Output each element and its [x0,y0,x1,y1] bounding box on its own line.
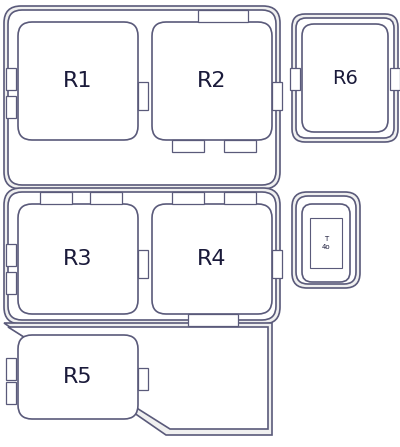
Bar [90,192,122,204]
Bar [6,272,16,294]
FancyBboxPatch shape [292,192,360,288]
Bar [40,192,72,204]
Text: R2: R2 [197,71,227,91]
Polygon shape [4,323,272,435]
Bar [6,382,16,404]
FancyBboxPatch shape [296,18,394,138]
Bar [6,358,16,380]
Bar [390,68,400,90]
Bar [138,82,148,110]
Bar [138,250,148,278]
Bar [224,192,256,204]
Text: R3: R3 [63,249,93,269]
Bar [198,10,248,22]
FancyBboxPatch shape [8,192,276,320]
FancyBboxPatch shape [18,335,138,419]
FancyBboxPatch shape [292,14,398,142]
Text: R6: R6 [332,68,358,88]
Bar [172,192,204,204]
Bar [6,68,16,90]
Text: R5: R5 [63,367,93,387]
FancyBboxPatch shape [302,204,350,282]
FancyBboxPatch shape [18,204,138,314]
Bar [172,140,204,152]
FancyBboxPatch shape [4,6,280,189]
FancyBboxPatch shape [8,10,276,185]
FancyBboxPatch shape [18,22,138,140]
FancyBboxPatch shape [152,204,272,314]
Bar [188,314,238,326]
FancyBboxPatch shape [296,196,356,284]
Bar [272,250,282,278]
Text: T
4o: T 4o [322,236,330,250]
Text: R4: R4 [197,249,227,269]
Polygon shape [8,327,268,429]
Bar [310,218,342,268]
Text: R1: R1 [63,71,93,91]
Bar [138,368,148,390]
Bar [6,244,16,266]
Bar [272,82,282,110]
FancyBboxPatch shape [302,24,388,132]
FancyBboxPatch shape [4,188,280,324]
Bar [290,68,300,90]
Bar [6,96,16,118]
FancyBboxPatch shape [152,22,272,140]
Bar [224,140,256,152]
